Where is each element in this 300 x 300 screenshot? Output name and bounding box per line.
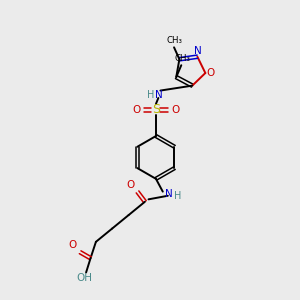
Text: CH₃: CH₃ — [175, 54, 191, 63]
Text: O: O — [207, 68, 215, 78]
Text: O: O — [127, 180, 135, 190]
Text: N: N — [194, 46, 202, 56]
Text: O: O — [172, 105, 180, 115]
Text: S: S — [152, 103, 160, 116]
Text: H: H — [174, 191, 181, 201]
Text: N: N — [155, 90, 163, 100]
Text: O: O — [69, 240, 77, 250]
Text: CH₃: CH₃ — [166, 36, 182, 45]
Text: OH: OH — [76, 273, 93, 284]
Text: N: N — [165, 189, 173, 199]
Text: H: H — [147, 90, 154, 100]
Text: O: O — [132, 105, 140, 115]
